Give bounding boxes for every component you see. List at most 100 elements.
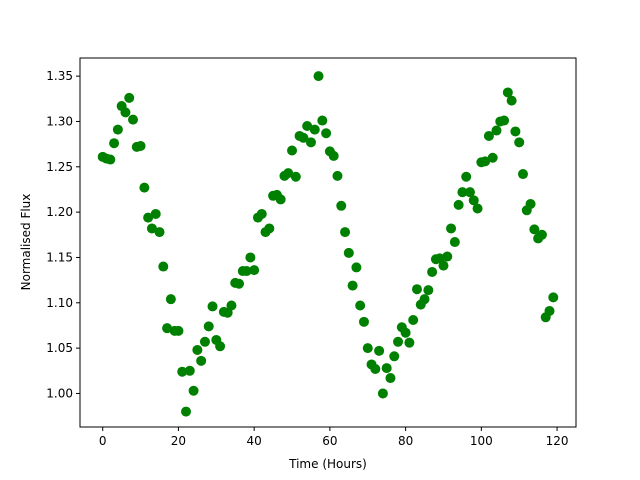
- data-point: [135, 140, 146, 151]
- data-point: [404, 337, 415, 348]
- data-point: [181, 406, 192, 417]
- x-tick-label: 60: [322, 434, 337, 448]
- data-point: [499, 115, 510, 126]
- data-point: [313, 71, 324, 82]
- data-point: [264, 223, 275, 234]
- data-point: [105, 154, 116, 165]
- data-point: [283, 168, 294, 179]
- data-point: [377, 388, 388, 399]
- data-point: [241, 266, 252, 277]
- data-point: [207, 301, 218, 312]
- data-point: [245, 252, 256, 263]
- data-point: [427, 266, 438, 277]
- data-point: [374, 345, 385, 356]
- x-axis-ticks: 0 20 40 60 80 100 120: [99, 427, 569, 448]
- y-tick-label: 1.00: [46, 386, 73, 400]
- data-point: [438, 260, 449, 271]
- data-point: [502, 87, 513, 98]
- data-point: [343, 247, 354, 258]
- data-point: [199, 336, 210, 347]
- data-point: [173, 325, 184, 336]
- data-point: [480, 156, 491, 167]
- data-point: [139, 182, 150, 193]
- data-point: [196, 355, 207, 366]
- data-point: [332, 170, 343, 181]
- data-point: [487, 152, 498, 163]
- data-point: [336, 200, 347, 211]
- data-point: [328, 150, 339, 161]
- data-point: [109, 138, 120, 149]
- data-point: [472, 203, 483, 214]
- data-point: [544, 305, 555, 316]
- data-point: [464, 187, 475, 198]
- data-point: [446, 223, 457, 234]
- y-tick-label: 1.15: [46, 250, 73, 264]
- data-point: [510, 126, 521, 137]
- data-point: [154, 227, 165, 238]
- data-point: [370, 363, 381, 374]
- data-point: [309, 124, 320, 135]
- data-point: [184, 365, 195, 376]
- data-point: [120, 107, 131, 118]
- data-point: [188, 385, 199, 396]
- data-point: [423, 285, 434, 296]
- data-point: [385, 373, 396, 384]
- y-tick-label: 1.30: [46, 114, 73, 128]
- data-point: [514, 137, 525, 148]
- data-point: [128, 114, 139, 125]
- data-point: [393, 336, 404, 347]
- data-point: [381, 363, 392, 374]
- data-point: [347, 280, 358, 291]
- data-point: [143, 212, 154, 223]
- y-tick-label: 1.05: [46, 341, 73, 355]
- data-point: [506, 95, 517, 106]
- x-tick-label: 20: [171, 434, 186, 448]
- data-point: [150, 208, 161, 219]
- data-point: [290, 171, 301, 182]
- data-point: [442, 251, 453, 262]
- x-tick-label: 100: [470, 434, 493, 448]
- x-tick-label: 80: [398, 434, 413, 448]
- data-point: [302, 121, 313, 131]
- y-tick-label: 1.10: [46, 296, 73, 310]
- data-point: [321, 128, 332, 139]
- y-axis-ticks: 1.00 1.05 1.10 1.15 1.20 1.25 1.30 1.35: [46, 69, 80, 400]
- data-point: [351, 262, 362, 273]
- data-points: [97, 71, 559, 417]
- data-point: [355, 300, 366, 311]
- data-point: [483, 130, 494, 141]
- data-point: [340, 227, 351, 238]
- data-point: [124, 92, 135, 103]
- data-point: [317, 115, 328, 126]
- data-point: [287, 145, 298, 156]
- data-point: [275, 194, 286, 205]
- x-tick-label: 120: [546, 434, 569, 448]
- data-point: [203, 321, 214, 332]
- data-point: [112, 124, 123, 135]
- data-point: [491, 125, 502, 136]
- data-point: [468, 195, 479, 206]
- data-point: [453, 199, 464, 210]
- plot-frame: [79, 57, 577, 428]
- data-point: [525, 198, 536, 209]
- data-point: [548, 292, 559, 303]
- data-point: [461, 171, 472, 182]
- data-point: [408, 315, 419, 326]
- data-point: [362, 343, 373, 354]
- data-point: [234, 278, 245, 289]
- y-tick-label: 1.20: [46, 205, 73, 219]
- x-tick-label: 40: [247, 434, 262, 448]
- y-tick-label: 1.25: [46, 160, 73, 174]
- data-point: [256, 208, 267, 219]
- data-point: [419, 294, 430, 305]
- data-point: [529, 224, 540, 235]
- data-point: [449, 237, 460, 248]
- data-point: [389, 351, 400, 362]
- y-axis-label: Normalised Flux: [19, 194, 33, 291]
- data-point: [146, 223, 157, 234]
- data-point: [400, 327, 411, 338]
- data-point: [411, 284, 422, 295]
- data-point: [158, 261, 169, 272]
- data-point: [177, 366, 188, 377]
